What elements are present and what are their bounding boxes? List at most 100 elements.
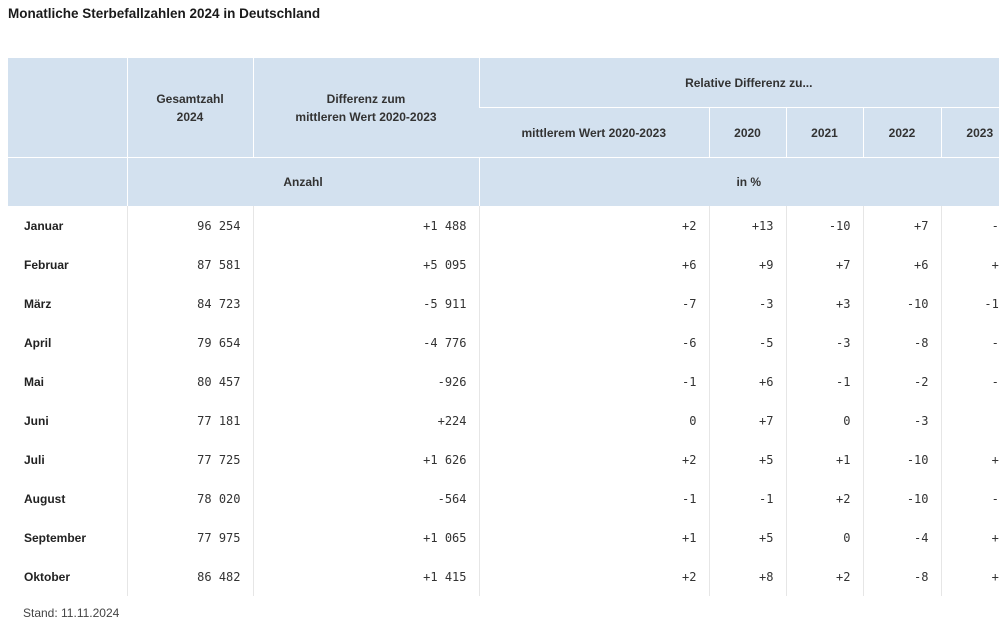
month-cell: Februar: [24, 257, 69, 272]
rel-2020-cell: +13: [708, 206, 786, 245]
rel-2021-cell: +3: [785, 284, 863, 323]
gesamtzahl-cell: 79 654: [126, 323, 253, 362]
header-gesamtzahl-line2: 2024: [176, 109, 204, 124]
rel-2022-cell: +6: [862, 245, 941, 284]
header-rel-2020: 2020: [708, 107, 786, 158]
rel-2021-cell: 0: [785, 401, 863, 440]
month-cell: Januar: [24, 218, 64, 233]
rel-2023-cell: -6: [940, 323, 999, 362]
rel-2023-cell: +2: [940, 557, 999, 596]
header-gesamtzahl-line1: Gesamtzahl: [156, 91, 224, 106]
header-month-corner: [8, 58, 127, 158]
rel-mittel-cell: +2: [478, 440, 709, 479]
differenz-cell: -5 911: [252, 284, 479, 323]
rel-2020-cell: +5: [708, 440, 786, 479]
gesamtzahl-cell: 78 020: [126, 479, 253, 518]
rel-mittel-cell: +2: [478, 557, 709, 596]
rel-2020-cell: +5: [708, 518, 786, 557]
rel-2022-cell: -10: [862, 479, 941, 518]
rel-mittel-cell: -1: [478, 479, 709, 518]
month-cell: Juli: [24, 452, 45, 467]
rel-2023-cell: 0: [940, 401, 999, 440]
rel-2021-cell: +2: [785, 479, 863, 518]
differenz-cell: -564: [252, 479, 479, 518]
rel-2022-cell: -4: [862, 518, 941, 557]
rel-mittel-cell: +2: [478, 206, 709, 245]
rel-2021-cell: -10: [785, 206, 863, 245]
rel-2022-cell: -8: [862, 557, 941, 596]
rel-2020-cell: -3: [708, 284, 786, 323]
rel-2020-cell: -5: [708, 323, 786, 362]
rel-2021-cell: +7: [785, 245, 863, 284]
rel-2020-cell: +9: [708, 245, 786, 284]
header-relative-group: Relative Differenz zu...: [478, 58, 999, 108]
gesamtzahl-cell: 86 482: [126, 557, 253, 596]
differenz-cell: -4 776: [252, 323, 479, 362]
rel-2021-cell: -1: [785, 362, 863, 401]
header-rel-2021: 2021: [785, 107, 863, 158]
rel-mittel-cell: -1: [478, 362, 709, 401]
rel-2023-cell: -1: [940, 479, 999, 518]
gesamtzahl-cell: 87 581: [126, 245, 253, 284]
gesamtzahl-cell: 96 254: [126, 206, 253, 245]
header-gesamtzahl: Gesamtzahl 2024: [126, 58, 253, 158]
gesamtzahl-cell: 77 181: [126, 401, 253, 440]
differenz-cell: +5 095: [252, 245, 479, 284]
header-rel-mittel: mittlerem Wert 2020-2023: [479, 107, 709, 158]
rel-2021-cell: +2: [785, 557, 863, 596]
rel-2023-cell: -2: [940, 362, 999, 401]
header-unit-anzahl: Anzahl: [126, 157, 479, 206]
mortality-table: Gesamtzahl 2024 Differenz zum mittleren …: [8, 58, 999, 596]
month-cell: August: [24, 491, 66, 506]
header-unit-blank: [8, 157, 127, 206]
header-unit-prozent: in %: [478, 157, 999, 206]
gesamtzahl-cell: 77 975: [126, 518, 253, 557]
rel-2023-cell: +3: [940, 518, 999, 557]
rel-2020-cell: +6: [708, 362, 786, 401]
header-rel-2022: 2022: [862, 107, 941, 158]
header-rel-2023: 2023: [940, 107, 999, 158]
rel-2022-cell: +7: [862, 206, 941, 245]
rel-2020-cell: +8: [708, 557, 786, 596]
differenz-cell: -926: [252, 362, 479, 401]
rel-2021-cell: 0: [785, 518, 863, 557]
rel-2020-cell: +7: [708, 401, 786, 440]
rel-2022-cell: -10: [862, 284, 941, 323]
rel-2023-cell: +3: [940, 440, 999, 479]
rel-2023-cell: +5: [940, 245, 999, 284]
rel-2020-cell: -1: [708, 479, 786, 518]
month-cell: September: [24, 530, 87, 545]
rel-mittel-cell: 0: [478, 401, 709, 440]
page-title: Monatliche Sterbefallzahlen 2024 in Deut…: [8, 6, 321, 21]
rel-mittel-cell: -7: [478, 284, 709, 323]
table-row: Januar 96 254+1 488+2+13-10+7-4: [8, 206, 999, 245]
rel-mittel-cell: -6: [478, 323, 709, 362]
month-cell: Mai: [24, 374, 45, 389]
table-row: März 84 723-5 911-7-3+3-10-11: [8, 284, 999, 323]
rel-mittel-cell: +6: [478, 245, 709, 284]
rel-2023-cell: -4: [940, 206, 999, 245]
rel-2022-cell: -3: [862, 401, 941, 440]
rel-2021-cell: +1: [785, 440, 863, 479]
differenz-cell: +1 488: [252, 206, 479, 245]
rel-mittel-cell: +1: [478, 518, 709, 557]
header-differenz-line2: mittleren Wert 2020-2023: [295, 109, 437, 124]
rel-2023-cell: -11: [940, 284, 999, 323]
differenz-cell: +1 626: [252, 440, 479, 479]
month-cell: April: [24, 335, 52, 350]
rel-2022-cell: -8: [862, 323, 941, 362]
gesamtzahl-cell: 84 723: [126, 284, 253, 323]
gesamtzahl-cell: 80 457: [126, 362, 253, 401]
header-differenz-line1: Differenz zum: [326, 91, 406, 106]
rel-2022-cell: -2: [862, 362, 941, 401]
month-cell: März: [24, 296, 52, 311]
gesamtzahl-cell: 77 725: [126, 440, 253, 479]
table-row: September 77 975+1 065+1+50-4+3: [8, 518, 999, 557]
differenz-cell: +1 415: [252, 557, 479, 596]
footer-date: Stand: 11.11.2024: [23, 606, 120, 620]
